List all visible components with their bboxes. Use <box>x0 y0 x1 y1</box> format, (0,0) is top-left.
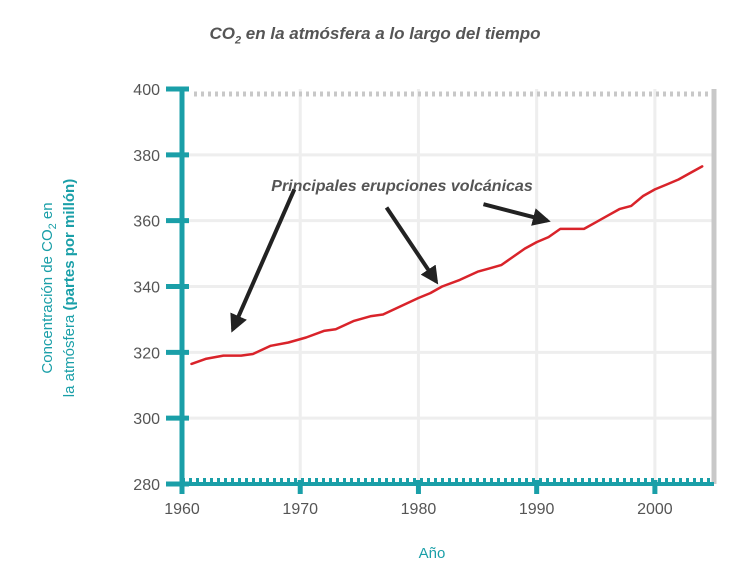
x-tick-label: 1990 <box>519 501 555 518</box>
y-tick-label: 280 <box>133 477 160 494</box>
annotation-arrow <box>384 206 439 285</box>
y-tick-label: 400 <box>133 82 160 99</box>
grid-layer <box>182 89 714 484</box>
x-axis-label: Año <box>419 545 446 562</box>
annotation-arrow <box>230 188 297 333</box>
y-axis-label-line2: la atmósfera (partes por millón) <box>61 179 78 397</box>
y-axis-label-line1-a: Concentración de CO <box>39 229 56 373</box>
co2-series-line <box>190 165 704 366</box>
y-tick-label: 320 <box>133 345 160 362</box>
y-axis-label-line2-b: (partes por millón) <box>61 179 78 311</box>
series-layer <box>190 165 704 366</box>
annotation-layer: Principales erupciones volcánicas <box>230 178 551 333</box>
y-tick-label: 340 <box>133 280 160 297</box>
y-axis-label-line1-b: en <box>39 202 56 223</box>
x-tick-label: 1960 <box>164 501 200 518</box>
frame-layer <box>194 89 717 484</box>
y-axis-label-line2-a: la atmósfera <box>61 310 78 397</box>
y-axis-label: Concentración de CO2 en la atmósfera (pa… <box>39 179 78 397</box>
annotation-arrow <box>482 202 551 226</box>
y-tick-label: 300 <box>133 411 160 428</box>
annotation-label: Principales erupciones volcánicas <box>271 178 533 195</box>
title-rest: en la atmósfera a lo largo del tiempo <box>241 24 541 43</box>
x-tick-label: 1980 <box>401 501 437 518</box>
y-axis-label-line1-sub: 2 <box>47 223 59 229</box>
y-tick-label: 380 <box>133 148 160 165</box>
x-tick-label: 1970 <box>282 501 318 518</box>
title-subscript: 2 <box>234 34 242 47</box>
y-axis-label-line1: Concentración de CO2 en <box>39 202 59 373</box>
y-tick-label: 360 <box>133 214 160 231</box>
x-tick-label: 2000 <box>637 501 673 518</box>
title-main: CO <box>209 24 235 43</box>
chart-title: CO2 en la atmósfera a lo largo del tiemp… <box>0 24 750 46</box>
axis-layer: 280 300 320 340 360 380 400 1960 1970 1980 1990 200… <box>133 82 714 518</box>
